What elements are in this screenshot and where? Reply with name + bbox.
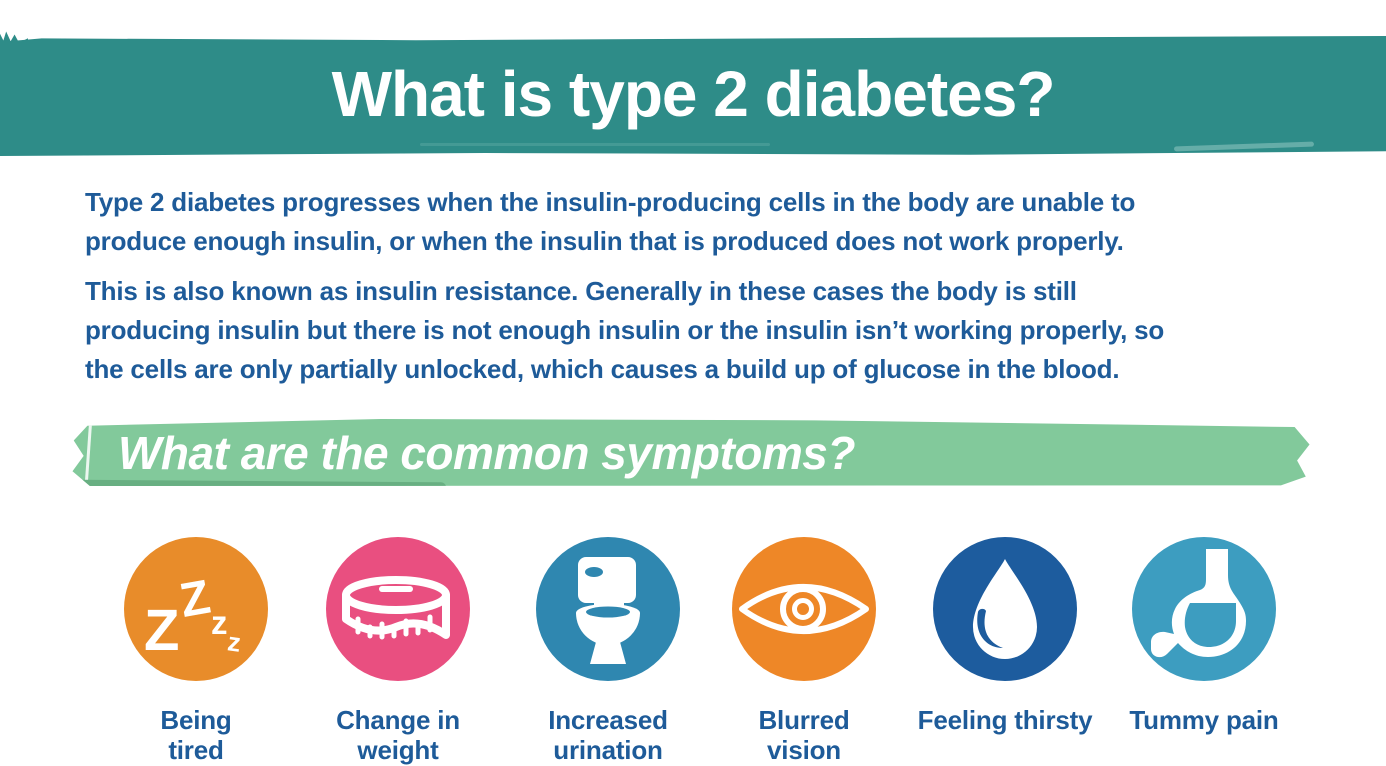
label-line: Increased [548, 705, 668, 735]
symptom-circle [732, 537, 876, 681]
label-line: Being [160, 705, 232, 735]
svg-text:z: z [226, 626, 243, 658]
water-drop-icon [973, 559, 1037, 659]
eye-icon [739, 584, 869, 634]
symptom-item-being-tired: Z Z z z Being tired [96, 537, 296, 765]
symptom-label: Tummy pain [1104, 705, 1304, 735]
symptom-circle [1132, 537, 1276, 681]
svg-text:Z: Z [144, 598, 179, 663]
symptom-item-tummy-pain: Tummy pain [1104, 537, 1304, 735]
label-line: tired [168, 735, 224, 765]
symptoms-banner: What are the common symptoms? [72, 419, 1310, 486]
symptom-item-feeling-thirsty: Feeling thirsty [905, 537, 1105, 735]
toilet-icon [576, 557, 640, 664]
brush-streak [420, 143, 770, 146]
intro-paragraph-1: Type 2 diabetes progresses when the insu… [85, 183, 1135, 261]
symptom-item-change-in-weight: Change in weight [298, 537, 498, 765]
symptom-label: Change in weight [298, 705, 498, 765]
symptom-circle [933, 537, 1077, 681]
label-line: weight [357, 735, 439, 765]
symptom-label: Increased urination [508, 705, 708, 765]
label-line: vision [767, 735, 841, 765]
symptom-circle [326, 537, 470, 681]
paragraph-line: This is also known as insulin resistance… [85, 276, 1077, 306]
brush-streak [75, 479, 447, 486]
symptom-label: Feeling thirsty [905, 705, 1105, 735]
label-line: Blurred [758, 705, 850, 735]
svg-text:Z: Z [176, 571, 214, 628]
header-banner: What is type 2 diabetes? [0, 36, 1386, 156]
symptom-item-blurred-vision: Blurred vision [704, 537, 904, 765]
symptom-label: Blurred vision [704, 705, 904, 765]
stomach-icon [1151, 549, 1246, 658]
brush-crack [84, 422, 93, 482]
intro-paragraph-2: This is also known as insulin resistance… [85, 272, 1164, 389]
paragraph-line: produce enough insulin, or when the insu… [85, 226, 1124, 256]
symptom-item-increased-urination: Increased urination [508, 537, 708, 765]
brush-streak [1173, 141, 1315, 152]
symptom-label: Being tired [96, 705, 296, 765]
label-line: urination [553, 735, 663, 765]
label-line: Change in [336, 705, 460, 735]
label-line: Tummy pain [1129, 705, 1279, 735]
paragraph-line: the cells are only partially unlocked, w… [85, 354, 1120, 384]
paragraph-line: producing insulin but there is not enoug… [85, 315, 1165, 345]
page-title: What is type 2 diabetes? [331, 58, 1056, 130]
symptoms-heading: What are the common symptoms? [118, 426, 855, 479]
zzz-sleep-icon: Z Z z z [144, 571, 243, 663]
paragraph-line: Type 2 diabetes progresses when the insu… [85, 187, 1136, 217]
svg-text:z: z [211, 604, 228, 641]
symptom-circle: Z Z z z [124, 537, 268, 681]
symptom-circle [536, 537, 680, 681]
label-line: Feeling thirsty [917, 705, 1093, 735]
measuring-tape-icon [342, 576, 450, 640]
